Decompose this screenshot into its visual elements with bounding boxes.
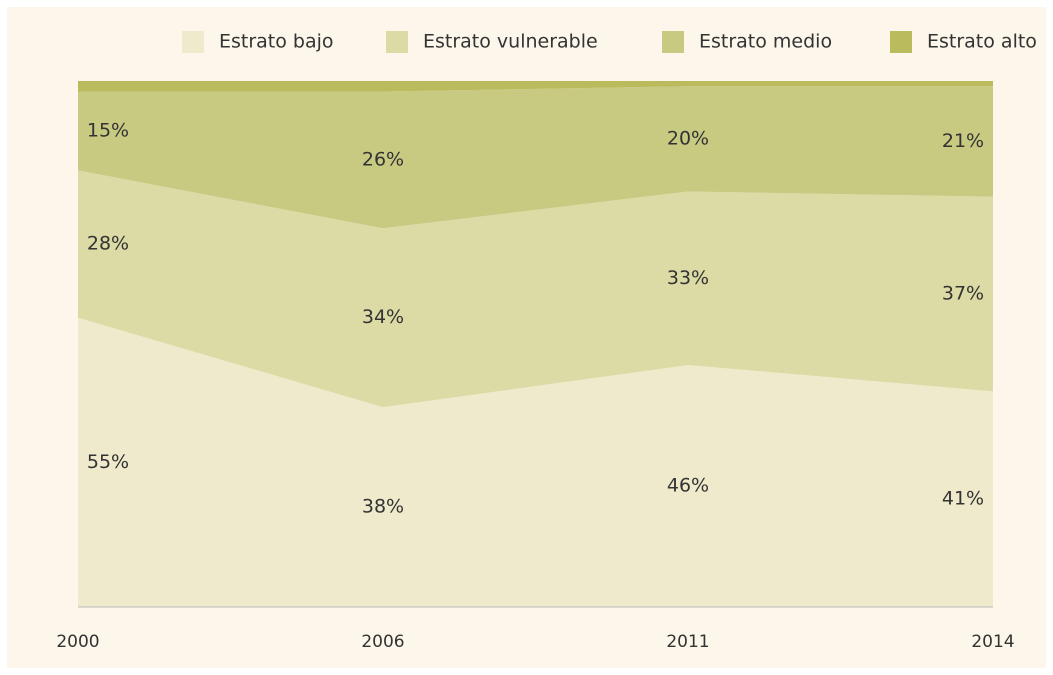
data-label: 46%: [667, 475, 709, 497]
data-label: 28%: [87, 233, 129, 255]
legend-label: Estrato vulnerable: [423, 31, 598, 53]
data-label: 21%: [942, 130, 984, 152]
legend-swatch: [386, 31, 408, 53]
area: [78, 81, 993, 92]
area: [78, 317, 993, 607]
x-tick-label: 2000: [56, 632, 99, 652]
legend-label: Estrato medio: [699, 31, 832, 53]
data-label: 26%: [362, 148, 404, 170]
area: [78, 170, 993, 408]
data-label: 34%: [362, 306, 404, 328]
data-label: 37%: [942, 283, 984, 305]
data-label: 33%: [667, 267, 709, 289]
x-tick-label: 2006: [361, 632, 404, 652]
legend-swatch: [182, 31, 204, 53]
legend-swatch: [890, 31, 912, 53]
legend-label: Estrato alto: [927, 31, 1037, 53]
data-label: 41%: [942, 488, 984, 510]
area: [78, 86, 993, 229]
x-tick-label: 2014: [971, 632, 1014, 652]
data-label: 20%: [667, 127, 709, 149]
x-tick-label: 2011: [666, 632, 709, 652]
legend-swatch: [662, 31, 684, 53]
data-label: 38%: [362, 496, 404, 518]
data-label: 55%: [87, 451, 129, 473]
legend-label: Estrato bajo: [219, 31, 334, 53]
data-label: 15%: [87, 119, 129, 141]
